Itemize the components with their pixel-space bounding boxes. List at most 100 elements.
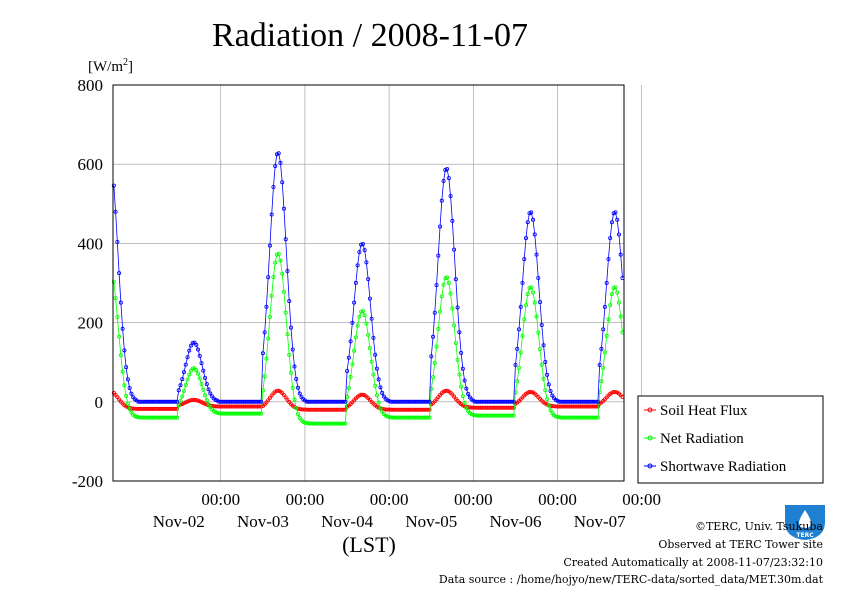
data-point [204, 398, 209, 403]
x-tick-date: Nov-02 [153, 512, 205, 531]
data-point [183, 362, 188, 367]
data-point [538, 300, 543, 305]
logo-text: TERC [796, 532, 814, 539]
legend-label: Net Radiation [660, 431, 744, 447]
data-point [595, 404, 600, 409]
data-point [288, 370, 293, 375]
data-point [602, 304, 607, 309]
data-point [445, 275, 450, 280]
y-tick-label: 200 [78, 314, 104, 333]
data-point [538, 347, 543, 352]
data-point [113, 209, 118, 214]
data-point [534, 252, 539, 257]
legend-label: Soil Heat Flux [660, 403, 748, 419]
data-point [283, 237, 288, 242]
data-point [273, 164, 278, 169]
data-point [462, 401, 467, 406]
data-point [262, 374, 267, 379]
data-point [280, 271, 285, 276]
data-point [599, 379, 604, 384]
data-point [129, 391, 134, 396]
data-point [534, 314, 539, 319]
data-point [515, 379, 520, 384]
data-point [185, 377, 190, 382]
data-point [111, 183, 116, 188]
terc-logo: TERC [785, 505, 825, 540]
data-point [425, 407, 430, 412]
data-point [523, 303, 528, 308]
data-point [295, 412, 300, 417]
data-point [611, 285, 616, 290]
y-tick-label: 800 [78, 76, 104, 95]
data-point [187, 372, 192, 377]
data-point [613, 389, 618, 394]
data-point [550, 393, 555, 398]
data-point [448, 194, 453, 199]
data-point [595, 399, 600, 404]
data-point [295, 385, 300, 390]
data-point [173, 415, 178, 420]
data-point [350, 320, 355, 325]
data-point [280, 180, 285, 185]
data-source-text: Data source : /home/hojyo/new/TERC-data/… [439, 573, 824, 586]
series-1 [111, 251, 625, 426]
data-point [452, 323, 457, 328]
data-point [355, 263, 360, 268]
legend-swatch-marker [647, 407, 653, 413]
data-point [431, 375, 436, 380]
data-point [436, 253, 441, 258]
data-point [536, 330, 541, 335]
data-point [515, 346, 520, 351]
data-point [283, 310, 288, 315]
data-point [113, 296, 118, 301]
data-point [536, 275, 541, 280]
x-tick-date: Nov-03 [237, 512, 289, 531]
x-tick-date: Nov-06 [490, 512, 542, 531]
site-text: Observed at TERC Tower site [658, 538, 823, 551]
data-point [264, 356, 269, 361]
data-point [425, 399, 430, 404]
data-point [297, 391, 302, 396]
data-point [601, 365, 606, 370]
data-point [545, 372, 550, 377]
data-point [509, 399, 514, 404]
data-point [460, 366, 465, 371]
data-point [273, 260, 278, 265]
data-point [357, 314, 362, 319]
data-point [616, 300, 621, 305]
data-point [367, 296, 372, 301]
data-point [450, 218, 455, 223]
data-point [348, 374, 353, 379]
data-point [460, 394, 465, 399]
legend-swatch-marker [647, 435, 653, 441]
data-point [546, 382, 551, 387]
data-point [125, 377, 130, 382]
data-point [266, 336, 271, 341]
data-point [594, 415, 599, 420]
data-point [294, 406, 299, 411]
data-point [601, 327, 606, 332]
x-tick-time: 00:00 [622, 490, 661, 509]
data-point [285, 269, 290, 274]
data-point [262, 330, 267, 335]
data-point [431, 334, 436, 339]
data-point [606, 257, 611, 262]
data-point [190, 366, 195, 371]
data-point [371, 372, 376, 377]
data-point [357, 250, 362, 255]
data-point [120, 369, 125, 374]
data-point [176, 388, 181, 393]
data-point [353, 335, 358, 340]
data-point [518, 304, 523, 309]
data-point [181, 370, 186, 375]
data-point [373, 383, 378, 388]
data-point [364, 321, 369, 326]
data-point [529, 285, 534, 290]
x-tick-time: 00:00 [201, 490, 240, 509]
data-point [292, 397, 297, 402]
data-point [343, 407, 348, 412]
x-tick-date: Nov-05 [405, 512, 457, 531]
data-point [343, 399, 348, 404]
data-point [187, 398, 192, 403]
